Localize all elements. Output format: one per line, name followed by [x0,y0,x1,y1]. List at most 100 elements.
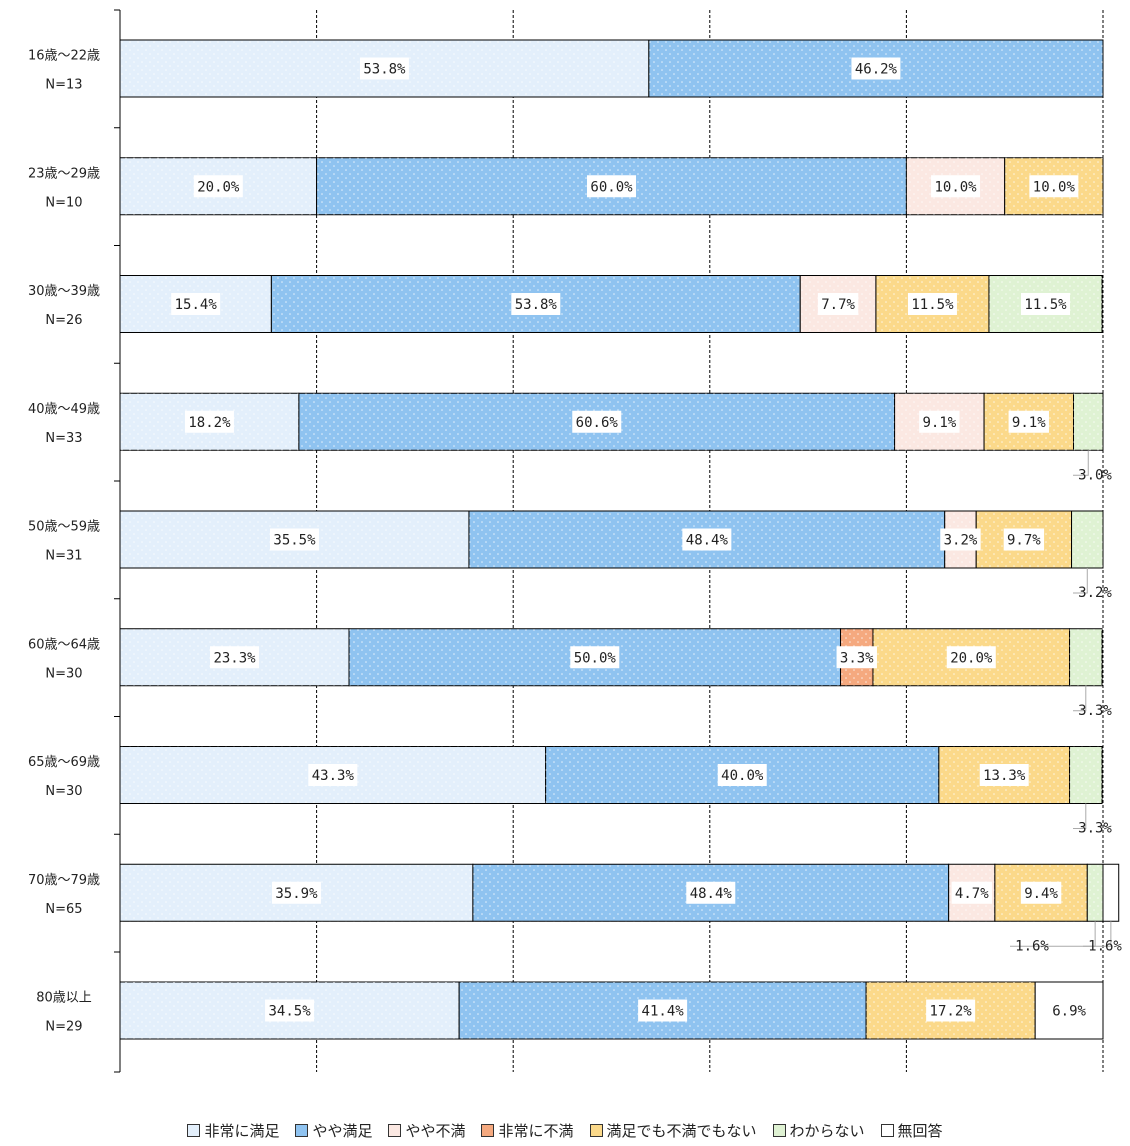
category-label: 40歳～49歳 [28,402,100,417]
legend-label: 満足でも不満でもない [606,1122,757,1140]
data-label-bg [682,528,732,551]
data-label: 60.0% [590,179,633,195]
data-label: 23.3% [213,650,256,666]
data-label-bg [359,57,409,80]
category-n-label: N=31 [45,549,82,564]
data-labels: 53.8% 46.2% 20.0% 60.0% 10.0% 10.0% 15.4% 53.8%… [171,57,1122,1022]
data-label: 3.3% [1078,703,1112,719]
category-axis: 16歳～22歳 N=13 23歳～29歳 N=10 30歳～39歳 N=26 40歳～49歳… [28,9,121,1073]
category-label: 16歳～22歳 [28,49,100,64]
data-label: 20.0% [197,179,240,195]
legend-swatch [388,1124,402,1137]
legend-swatch [880,1124,894,1137]
data-label-bg [836,646,877,669]
data-label: 3.2% [944,533,978,549]
legend-item: 満足でも不満でもない [589,1120,757,1141]
category-n-label: N=29 [45,1020,82,1035]
data-label: 50.0% [574,650,617,666]
data-label: 53.8% [515,297,558,313]
bar-segment-texture [1073,393,1103,451]
data-label-bg [587,175,636,198]
data-label-bg [265,999,315,1022]
category-n-label: N=26 [45,313,82,328]
data-label: 60.6% [576,415,619,431]
legend-swatch [772,1124,786,1137]
legend-swatch [295,1124,309,1137]
data-label-bg [940,528,981,551]
data-label: 17.2% [930,1004,973,1020]
data-label-bg [907,293,957,315]
data-label: 41.4% [642,1004,685,1020]
data-label-bg [919,410,960,433]
category-n-label: N=33 [45,431,82,446]
category-label: 23歳～29歳 [28,166,100,181]
data-label-bg [1029,175,1079,198]
category-label: 80歳以上 [36,991,92,1006]
data-label-bg [269,528,319,551]
data-label-bg [184,410,234,433]
bar-segment-texture [1071,511,1103,568]
data-label-bg [210,646,260,669]
category-label: 30歳～39歳 [28,284,100,299]
data-label-bg [570,646,620,669]
legend-item: やや不満 [388,1120,465,1141]
data-label: 53.8% [363,62,406,78]
legend-item: 非常に不満 [481,1120,574,1141]
data-label-bg [686,881,736,904]
data-label: 18.2% [188,415,231,431]
category-n-label: N=13 [45,78,82,93]
category-n-label: N=30 [45,784,82,799]
data-label: 3.2% [1078,585,1112,601]
data-label-bg [817,293,859,315]
data-label: 1.6% [1088,938,1122,954]
data-label: 48.4% [690,886,733,902]
data-label-leader [1073,568,1088,594]
legend-label: 非常に不満 [498,1122,574,1140]
data-label: 6.9% [1052,1004,1086,1020]
data-label-leader [1073,450,1089,476]
data-label: 35.5% [273,533,316,549]
data-label: 11.5% [911,297,954,313]
legend-swatch [589,1124,603,1137]
data-label: 40.0% [721,768,764,784]
data-label-bg [717,764,767,786]
data-label-bg [1020,881,1062,904]
legend-item: 非常に満足 [187,1120,279,1141]
legend-swatch [481,1124,495,1137]
bar-segment-texture [1069,628,1103,686]
data-label: 3.3% [840,650,874,666]
data-label-bg [193,175,243,198]
category-n-label: N=65 [45,902,82,917]
bars [119,39,1120,1040]
data-label-leader [1073,803,1087,829]
category-label: 65歳～69歳 [28,755,100,770]
data-label: 34.5% [268,1004,311,1020]
data-label: 9.1% [1012,415,1046,431]
data-label-bg [979,764,1029,786]
data-label: 35.9% [275,886,318,902]
data-label: 9.7% [1007,533,1041,549]
data-label-bg [271,881,321,904]
data-label: 20.0% [950,650,993,666]
legend-item: 無回答 [880,1120,943,1141]
legend-item: わからない [772,1120,865,1141]
data-label-bg [851,57,901,80]
data-label-bg [511,293,561,315]
data-label-bg [1003,528,1045,551]
data-label: 1.6% [1015,938,1049,954]
data-label: 9.1% [922,415,956,431]
data-label-bg [946,646,996,669]
category-label: 70歳～79歳 [28,873,100,888]
data-label-bg [926,999,976,1022]
bar-segment-texture [1069,746,1103,804]
data-label: 10.0% [1033,179,1076,195]
legend-label: わからない [789,1122,865,1140]
data-label: 48.4% [686,533,729,549]
data-label: 9.4% [1024,886,1058,902]
legend-swatch [187,1124,201,1137]
data-label: 11.5% [1024,297,1067,313]
legend-item: やや満足 [295,1120,372,1141]
category-n-label: N=30 [45,666,82,681]
data-label: 7.7% [821,297,855,313]
bar-segment [1102,863,1120,922]
